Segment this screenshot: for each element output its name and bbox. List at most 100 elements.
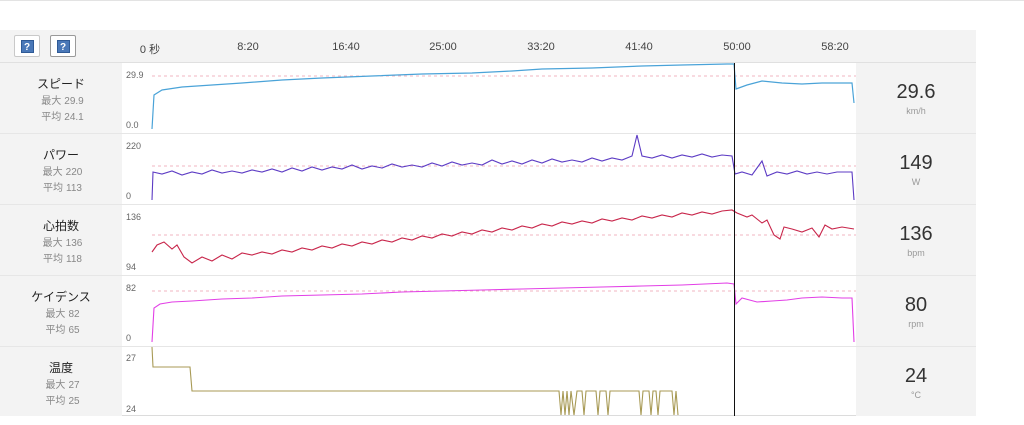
heart-rate-line-svg — [151, 209, 856, 264]
metric-name: 温度 — [48, 361, 73, 375]
max-value: 220 — [65, 167, 83, 178]
avg-value: 118 — [66, 254, 82, 265]
metric-avg: 平均 118 — [0, 253, 122, 266]
current-value-panel: 29.6 km/h — [856, 63, 976, 133]
metric-max: 最大 82 — [0, 308, 122, 321]
avg-value: 65 — [68, 325, 80, 336]
time-tick: 16:40 — [332, 41, 360, 53]
max-value: 29.9 — [64, 96, 84, 107]
top-divider — [0, 0, 1024, 1]
avg-label: 平均 — [45, 325, 66, 336]
metric-label-panel: パワー 最大 220 平均 113 — [0, 134, 122, 204]
time-tick: 58:20 — [821, 41, 849, 53]
speed-series-line — [151, 63, 855, 130]
current-value: 24 — [904, 365, 928, 387]
heart-rate-series-line — [151, 209, 855, 264]
ride-analysis-panel — [0, 30, 976, 416]
current-value-panel: 149 W — [856, 134, 976, 204]
cadence-line-svg — [151, 282, 856, 343]
axis-bottom-label: 0.0 — [126, 120, 139, 130]
avg-value: 113 — [66, 183, 82, 194]
time-tick: 50:00 — [723, 41, 751, 53]
current-value-panel: 24 °C — [856, 347, 976, 416]
metric-max: 最大 29.9 — [0, 95, 122, 108]
metric-label-panel: 心拍数 最大 136 平均 118 — [0, 205, 122, 275]
axis-top-label: 82 — [126, 283, 137, 293]
metric-chart-power[interactable] — [122, 134, 856, 204]
max-label: 最大 — [42, 167, 63, 178]
max-label: 最大 — [42, 238, 63, 249]
current-value-panel: 136 bpm — [856, 205, 976, 275]
metric-max: 最大 136 — [0, 237, 122, 250]
current-value: 29.6 — [896, 81, 936, 103]
metric-label-panel: ケイデンス 最大 82 平均 65 — [0, 276, 122, 346]
metric-avg: 平均 24.1 — [0, 111, 122, 124]
help-button-2[interactable]: ? — [50, 35, 76, 57]
current-value: 80 — [904, 294, 928, 316]
temperature-series-line — [151, 346, 679, 416]
value-unit: km/h — [906, 106, 926, 116]
time-tick: 8:20 — [237, 41, 259, 53]
max-label: 最大 — [45, 380, 66, 391]
metric-name: パワー — [42, 148, 79, 162]
metric-name: 心拍数 — [42, 219, 79, 233]
time-cursor-line[interactable] — [734, 63, 735, 416]
time-tick: 25:00 — [429, 41, 457, 53]
metric-chart-temperature[interactable] — [122, 346, 856, 416]
axis-top-label: 220 — [126, 141, 142, 151]
cadence-series-line — [151, 282, 855, 343]
metric-max: 最大 220 — [0, 166, 122, 179]
metric-label-panel: 温度 最大 27 平均 25 — [0, 347, 122, 416]
current-value: 149 — [899, 152, 933, 174]
max-label: 最大 — [41, 96, 62, 107]
metric-label-panel: スピード 最大 29.9 平均 24.1 — [0, 63, 122, 133]
axis-bottom-label: 24 — [126, 404, 137, 414]
help-button-1[interactable]: ? — [14, 35, 40, 57]
value-unit: bpm — [907, 248, 925, 258]
axis-top-label: 136 — [126, 212, 142, 222]
current-value: 136 — [899, 223, 933, 245]
axis-bottom-label: 0 — [126, 191, 132, 201]
metric-avg: 平均 65 — [0, 324, 122, 337]
time-tick: 33:20 — [527, 41, 555, 53]
metric-chart-speed[interactable] — [122, 63, 856, 133]
max-value: 82 — [68, 309, 80, 320]
metric-chart-heart-rate[interactable] — [122, 205, 856, 275]
metric-row-speed: スピード 最大 29.9 平均 24.1 29.9 0.0 29.6 km/h — [0, 63, 976, 134]
time-tick: 41:40 — [625, 41, 653, 53]
max-value: 27 — [68, 380, 80, 391]
avg-label: 平均 — [43, 183, 64, 194]
metric-row-heart-rate: 心拍数 最大 136 平均 118 136 94 136 bpm — [0, 205, 976, 276]
avg-value: 24.1 — [64, 112, 84, 123]
max-label: 最大 — [45, 309, 66, 320]
current-value-panel: 80 rpm — [856, 276, 976, 346]
metric-chart-cadence[interactable] — [122, 276, 856, 346]
value-unit: W — [911, 177, 921, 187]
temperature-line-svg — [151, 346, 679, 416]
metric-avg: 平均 25 — [0, 395, 122, 408]
metric-name: スピード — [36, 77, 85, 91]
axis-top-label: 27 — [126, 353, 137, 363]
chart-toolbar: ? ? 0 秒 8:20 16:40 25:00 33:20 41:40 50:… — [0, 30, 976, 63]
power-line-svg — [151, 134, 856, 201]
metric-name: ケイデンス — [31, 290, 91, 304]
metric-row-temperature: 温度 最大 27 平均 25 27 24 24 °C — [0, 346, 976, 416]
value-unit: rpm — [908, 319, 924, 329]
avg-label: 平均 — [43, 254, 64, 265]
axis-bottom-label: 0 — [126, 333, 132, 343]
max-value: 136 — [65, 238, 83, 249]
metric-max: 最大 27 — [0, 379, 122, 392]
avg-value: 25 — [68, 396, 80, 407]
axis-top-label: 29.9 — [126, 70, 144, 80]
metric-row-power: パワー 最大 220 平均 113 220 0 149 W — [0, 134, 976, 205]
help-icon: ? — [56, 39, 70, 53]
metric-avg: 平均 113 — [0, 182, 122, 195]
value-unit: °C — [910, 390, 922, 400]
power-series-line — [151, 134, 855, 201]
time-tick: 0 秒 — [139, 44, 161, 56]
speed-line-svg — [151, 63, 856, 130]
help-icon: ? — [20, 39, 34, 53]
metric-row-cadence: ケイデンス 最大 82 平均 65 82 0 80 rpm — [0, 276, 976, 347]
avg-label: 平均 — [45, 396, 66, 407]
avg-label: 平均 — [41, 112, 62, 123]
